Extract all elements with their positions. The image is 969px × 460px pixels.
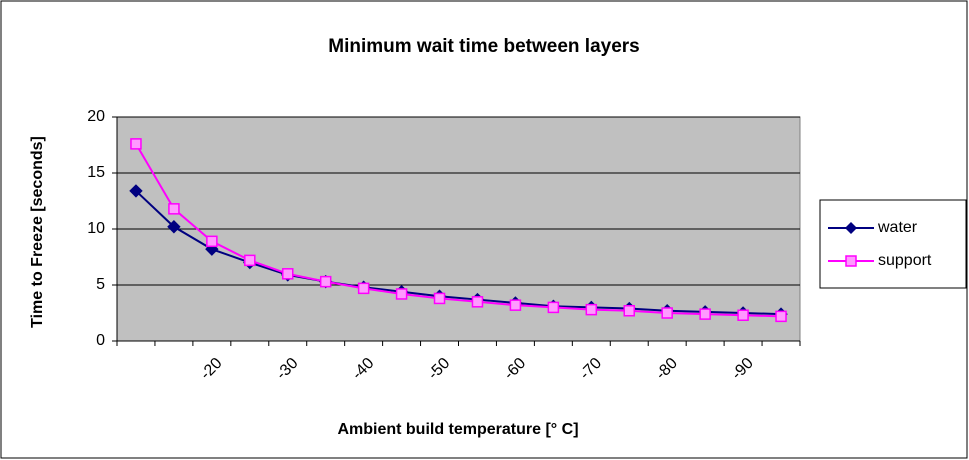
x-axis-title: Ambient build temperature [° C]	[337, 421, 578, 438]
marker	[737, 309, 749, 321]
marker	[129, 184, 143, 198]
marker	[661, 307, 673, 319]
legend-marker	[845, 222, 857, 234]
marker	[623, 305, 635, 317]
marker	[433, 292, 446, 305]
series-line	[135, 143, 782, 318]
marker	[585, 303, 598, 316]
legend-box	[819, 199, 967, 289]
marker	[319, 275, 332, 288]
marker	[547, 301, 560, 314]
legend-marker	[845, 255, 857, 267]
marker	[168, 203, 180, 215]
marker	[244, 254, 256, 267]
y-tick-label: 15	[87, 164, 105, 181]
legend-label: water	[877, 219, 918, 236]
marker	[206, 235, 218, 248]
y-tick-label: 20	[87, 108, 105, 125]
y-axis-title: Time to Freeze [seconds]	[29, 136, 46, 328]
marker	[357, 282, 370, 295]
marker	[699, 308, 711, 320]
marker	[167, 220, 181, 234]
chart-title: Minimum wait time between layers	[328, 36, 639, 57]
marker	[282, 268, 294, 280]
marker	[471, 296, 484, 308]
legend-label: support	[878, 252, 932, 269]
marker	[775, 310, 787, 323]
y-tick-label: 5	[96, 276, 105, 293]
marker	[130, 138, 142, 150]
y-tick-label: 10	[87, 220, 105, 237]
marker	[509, 299, 522, 311]
marker	[395, 288, 408, 300]
y-tick-label: 0	[96, 332, 105, 349]
